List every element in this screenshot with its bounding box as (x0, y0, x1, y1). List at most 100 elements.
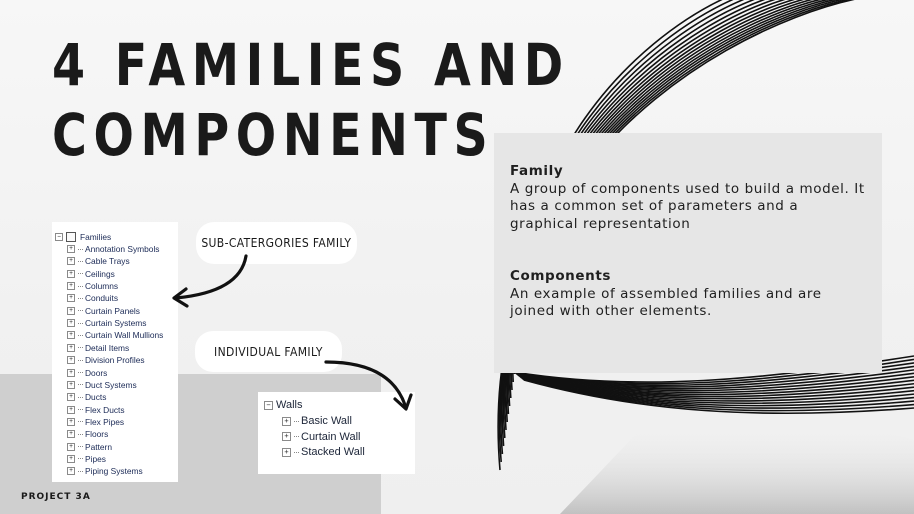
expand-icon[interactable]: + (67, 442, 75, 451)
tree-item[interactable]: + Ducts (67, 391, 106, 403)
tree-item[interactable]: + Conduits (67, 292, 118, 304)
tree-connector (78, 334, 83, 336)
expand-icon[interactable]: + (67, 294, 75, 303)
tree-root-families[interactable]: − Families (55, 231, 111, 243)
expand-icon[interactable]: + (67, 356, 75, 365)
tree-connector (294, 451, 299, 453)
tree-item-label: Division Profiles (85, 355, 145, 366)
tree-item-label: Cable Trays (85, 256, 130, 267)
tree-item-label: Flex Pipes (85, 416, 125, 427)
expand-icon[interactable]: + (67, 306, 75, 315)
tree-connector (78, 446, 83, 448)
expand-icon[interactable]: + (67, 393, 75, 402)
expand-icon[interactable]: + (67, 269, 75, 278)
tree-item-label: Curtain Systems (85, 318, 147, 329)
collapse-icon[interactable]: − (55, 233, 63, 241)
expand-icon[interactable]: + (282, 447, 291, 457)
walls-item-label: Basic Wall (301, 415, 352, 427)
tree-item[interactable]: + Curtain Wall Mullions (67, 329, 163, 341)
tree-connector (78, 372, 83, 373)
tree-item-label: Floors (85, 429, 109, 440)
walls-tree-item[interactable]: + Stacked Wall (282, 446, 365, 458)
tree-connector (78, 359, 83, 361)
tree-item-label: Detail Items (85, 342, 130, 353)
tree-item[interactable]: + Pipes (67, 453, 106, 465)
tree-connector (294, 420, 299, 422)
expand-icon[interactable]: + (282, 416, 291, 426)
expand-icon[interactable]: + (67, 454, 75, 463)
tree-item-label: Pipes (85, 453, 106, 464)
components-definition: Components An example of assembled famil… (510, 268, 870, 321)
tree-connector (78, 396, 83, 398)
expand-icon[interactable]: + (67, 417, 75, 426)
tree-item-label: Ceilings (85, 268, 115, 279)
tree-item-label: Annotation Symbols (85, 244, 160, 254)
expand-icon[interactable]: + (67, 245, 75, 253)
tree-item[interactable]: + Flex Ducts (67, 404, 125, 416)
tree-connector (78, 285, 83, 287)
expand-icon[interactable]: + (67, 282, 75, 291)
tree-connector (78, 421, 83, 423)
tree-item-label: Curtain Wall Mullions (85, 330, 164, 341)
tree-item[interactable]: + Piping Systems (67, 465, 143, 477)
tree-connector (78, 260, 83, 262)
walls-root-label: Walls (276, 399, 303, 411)
family-text: A group of components used to build a mo… (510, 180, 865, 232)
expand-icon[interactable]: + (67, 405, 75, 414)
tree-item[interactable]: + Curtain Panels (67, 305, 140, 317)
tree-connector (78, 409, 83, 411)
families-tree-panel: − Families + Annotation Symbols + Cable Tra… (52, 222, 178, 482)
tree-item-label: Doors (85, 367, 108, 378)
project-label: PROJECT 3A (21, 492, 91, 502)
tree-connector (78, 433, 83, 435)
expand-icon[interactable]: + (67, 430, 75, 439)
tree-item[interactable]: + Cable Trays (67, 255, 130, 267)
tree-item[interactable]: + Floors (67, 428, 108, 440)
walls-tree-item[interactable]: + Curtain Wall (282, 431, 361, 443)
expand-icon[interactable]: + (67, 380, 75, 389)
tree-item[interactable]: + Detail Items (67, 342, 129, 354)
tree-item[interactable]: + Duct Systems (67, 379, 137, 391)
collapse-icon[interactable]: − (264, 400, 273, 410)
tree-connector (78, 310, 83, 312)
slide-title: 4 FAMILIES AND COMPONENTS (52, 30, 570, 170)
family-definition: Family A group of components used to bui… (510, 163, 870, 233)
expand-icon[interactable]: + (67, 343, 75, 352)
walls-tree-panel: − Walls + Basic Wall + Curtain Wall + Stacked… (258, 392, 415, 474)
tree-root-label: Families (80, 232, 112, 242)
tree-connector (294, 436, 299, 437)
definitions-box: Family A group of components used to bui… (494, 133, 882, 373)
walls-tree-item[interactable]: + Basic Wall (282, 415, 352, 427)
tree-item[interactable]: + Ceilings (67, 268, 115, 280)
tree-connector (78, 470, 83, 472)
tree-item-label: Duct Systems (85, 379, 137, 390)
tree-root-walls[interactable]: − Walls (264, 399, 302, 411)
tree-item[interactable]: + Flex Pipes (67, 416, 124, 428)
expand-icon[interactable]: + (67, 331, 75, 340)
tree-item-label: Piping Systems (85, 466, 143, 477)
tree-item[interactable]: + Annotation Symbols (67, 243, 160, 255)
expand-icon[interactable]: + (67, 257, 75, 266)
sub-categories-callout: SUB-CATERGORIES FAMILY (196, 222, 357, 264)
expand-icon[interactable]: + (282, 432, 291, 441)
sub-categories-label: SUB-CATERGORIES FAMILY (201, 236, 352, 250)
families-folder-icon (66, 232, 76, 242)
family-heading: Family (510, 163, 564, 179)
tree-connector (78, 384, 83, 386)
individual-family-label: INDIVIDUAL FAMILY (214, 344, 323, 359)
tree-item[interactable]: + Columns (67, 280, 118, 292)
tree-item-label: Flex Ducts (85, 404, 125, 415)
individual-family-callout: INDIVIDUAL FAMILY (195, 331, 342, 372)
tree-item[interactable]: + Division Profiles (67, 354, 145, 366)
tree-connector (78, 248, 83, 250)
tree-connector (78, 322, 83, 324)
expand-icon[interactable]: + (67, 467, 75, 476)
tree-item[interactable]: + Curtain Systems (67, 317, 146, 329)
expand-icon[interactable]: + (67, 319, 75, 328)
tree-item[interactable]: + Doors (67, 367, 107, 379)
tree-item[interactable]: + Pattern (67, 441, 112, 453)
expand-icon[interactable]: + (67, 368, 75, 377)
walls-item-label: Curtain Wall (301, 430, 361, 443)
title-line-1: 4 FAMILIES AND (52, 31, 570, 99)
tree-item-label: Curtain Panels (85, 305, 140, 316)
